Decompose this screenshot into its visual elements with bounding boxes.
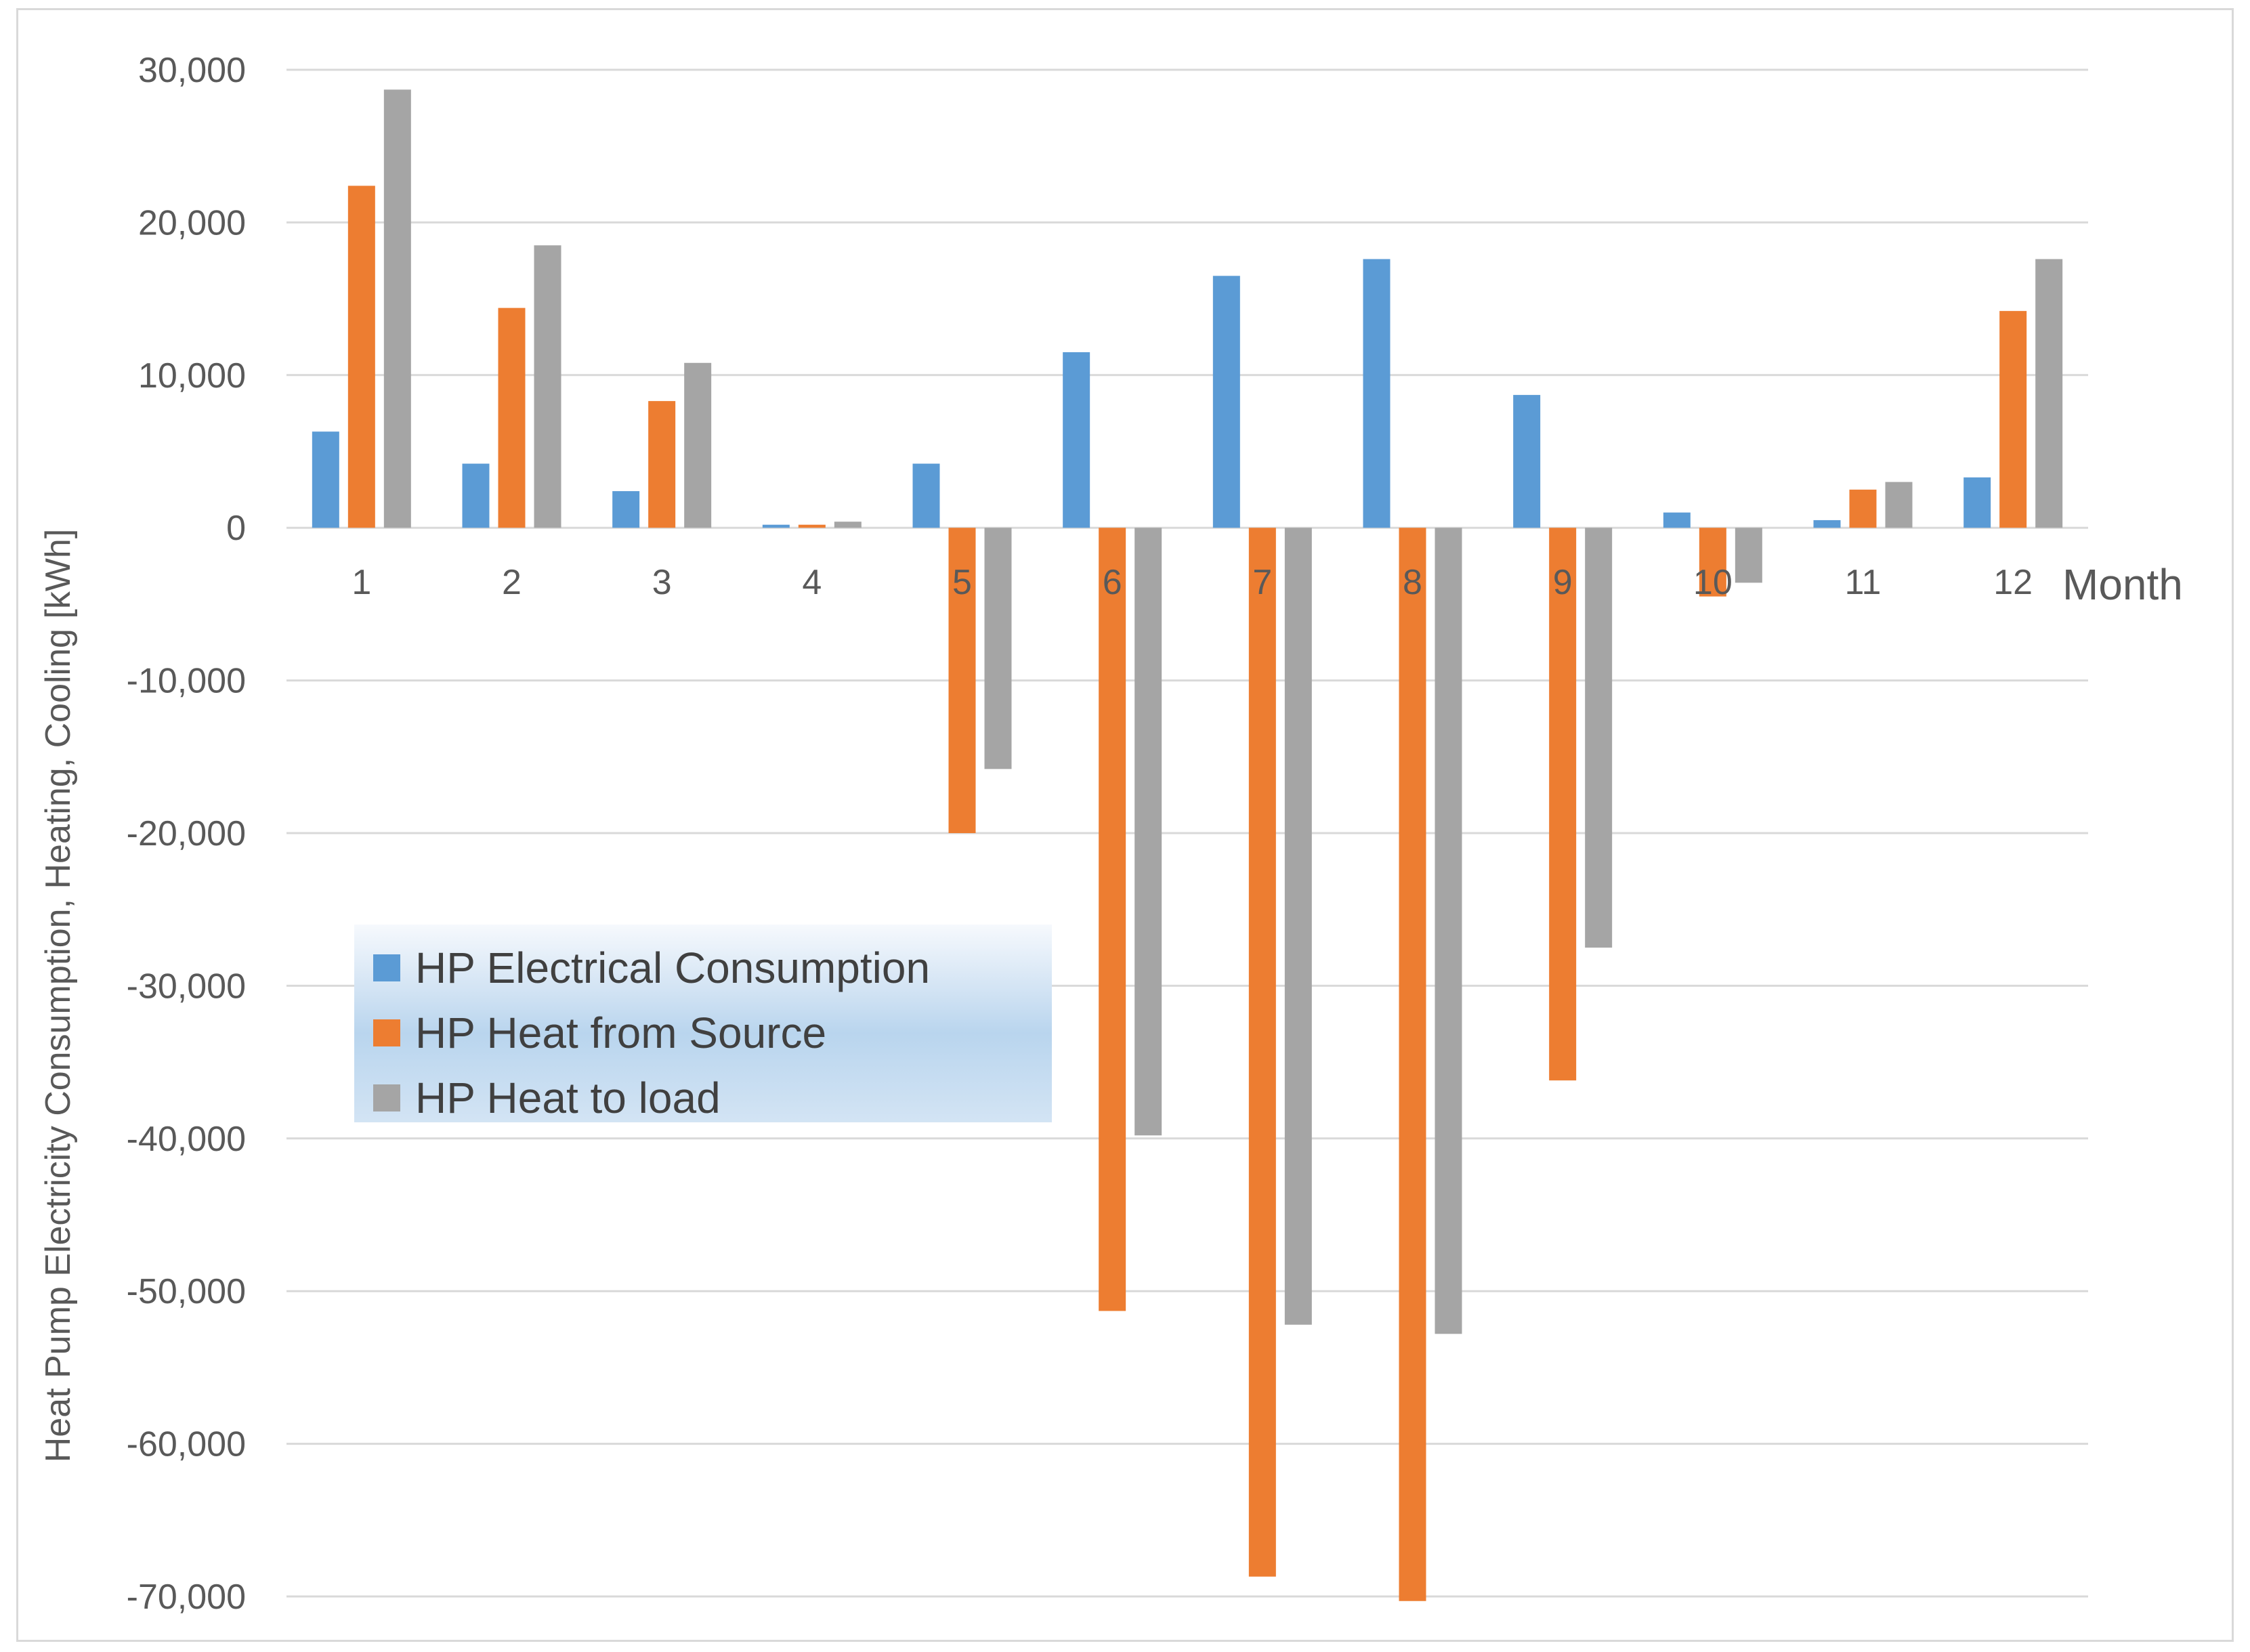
bar-hp-electrical-consumption-month-7 bbox=[1212, 276, 1240, 528]
y-tick-label: 30,000 bbox=[138, 51, 246, 90]
legend-label-source: HP Heat from Source bbox=[415, 1009, 827, 1057]
legend-item-load: HP Heat to load bbox=[373, 1065, 1033, 1130]
legend-item-electrical: HP Electrical Consumption bbox=[373, 935, 1033, 1000]
bar-hp-heat-to-load-month-1 bbox=[383, 89, 411, 528]
bar-hp-heat-to-load-month-6 bbox=[1134, 528, 1162, 1136]
x-tick-label: 2 bbox=[502, 563, 522, 602]
x-tick-label: 7 bbox=[1252, 563, 1272, 602]
bar-hp-electrical-consumption-month-1 bbox=[312, 431, 339, 528]
bar-hp-heat-to-load-month-3 bbox=[684, 362, 712, 528]
y-tick-label: -40,000 bbox=[127, 1120, 246, 1159]
y-tick-label: -50,000 bbox=[127, 1272, 246, 1311]
x-tick-label: 4 bbox=[802, 563, 822, 602]
legend-label-electrical: HP Electrical Consumption bbox=[415, 944, 931, 992]
y-tick-label: 20,000 bbox=[138, 203, 246, 242]
legend-item-source: HP Heat from Source bbox=[373, 1000, 1033, 1065]
x-tick-label: 11 bbox=[1845, 563, 1882, 602]
y-axis-ticks: 30,000 20,000 10,000 0 -10,000 -20,000 -30,000… bbox=[127, 51, 246, 1617]
bar-series bbox=[312, 89, 2063, 1601]
chart-frame: 30,000 20,000 10,000 0 -10,000 -20,000 -30,000… bbox=[16, 8, 2234, 1642]
bar-hp-heat-from-source-month-8 bbox=[1399, 528, 1426, 1601]
y-axis-title: Heat Pump Electricity Consumption, Heati… bbox=[39, 529, 78, 1463]
bar-hp-heat-to-load-month-7 bbox=[1284, 528, 1312, 1325]
x-axis-ticks: 1 2 3 4 5 6 7 8 9 10 11 12 bbox=[352, 563, 2033, 602]
bar-hp-heat-to-load-month-9 bbox=[1585, 528, 1613, 948]
bar-hp-heat-from-source-month-6 bbox=[1099, 528, 1126, 1311]
bar-hp-electrical-consumption-month-12 bbox=[1964, 477, 1991, 528]
x-axis-title: Month bbox=[2062, 560, 2183, 609]
legend-swatch-load bbox=[373, 1084, 400, 1111]
bar-hp-heat-to-load-month-4 bbox=[834, 522, 862, 528]
y-tick-label: 10,000 bbox=[138, 356, 246, 396]
bar-hp-electrical-consumption-month-9 bbox=[1513, 395, 1541, 528]
bar-hp-heat-from-source-month-7 bbox=[1248, 528, 1276, 1577]
y-tick-label: -10,000 bbox=[127, 662, 246, 701]
bar-hp-heat-from-source-month-10 bbox=[1699, 528, 1726, 597]
y-tick-label: -70,000 bbox=[127, 1577, 246, 1617]
bar-hp-heat-to-load-month-5 bbox=[984, 528, 1012, 769]
y-tick-label: -30,000 bbox=[127, 967, 246, 1006]
bar-hp-heat-from-source-month-12 bbox=[1999, 311, 2027, 528]
bar-hp-electrical-consumption-month-3 bbox=[612, 491, 640, 528]
bar-hp-electrical-consumption-month-8 bbox=[1363, 259, 1391, 528]
bar-hp-electrical-consumption-month-5 bbox=[912, 463, 940, 528]
bar-hp-heat-to-load-month-8 bbox=[1435, 528, 1462, 1334]
bar-hp-electrical-consumption-month-2 bbox=[462, 463, 490, 528]
bar-hp-heat-from-source-month-9 bbox=[1549, 528, 1577, 1081]
bar-hp-heat-to-load-month-2 bbox=[534, 245, 561, 528]
legend-swatch-source bbox=[373, 1019, 400, 1046]
bar-hp-heat-from-source-month-4 bbox=[798, 524, 826, 528]
bar-hp-heat-to-load-month-12 bbox=[2035, 259, 2063, 528]
bar-hp-heat-from-source-month-1 bbox=[347, 186, 375, 528]
x-tick-label: 12 bbox=[1993, 563, 2033, 602]
bar-hp-heat-from-source-month-11 bbox=[1849, 489, 1877, 528]
x-tick-label: 6 bbox=[1103, 563, 1122, 602]
y-tick-label: -20,000 bbox=[127, 814, 246, 853]
y-tick-label: -60,000 bbox=[127, 1425, 246, 1464]
bar-chart: 30,000 20,000 10,000 0 -10,000 -20,000 -30,000… bbox=[39, 51, 2183, 1617]
x-tick-label: 3 bbox=[652, 563, 672, 602]
bar-hp-heat-to-load-month-10 bbox=[1735, 528, 1762, 583]
bar-hp-heat-to-load-month-11 bbox=[1885, 482, 1913, 528]
bar-hp-electrical-consumption-month-4 bbox=[762, 524, 790, 528]
bar-hp-electrical-consumption-month-6 bbox=[1063, 352, 1090, 528]
bar-hp-electrical-consumption-month-11 bbox=[1813, 520, 1841, 528]
chart-legend: HP Electrical Consumption HP Heat from S… bbox=[354, 925, 1052, 1122]
x-tick-label: 5 bbox=[952, 563, 972, 602]
x-tick-label: 9 bbox=[1553, 563, 1573, 602]
legend-label-load: HP Heat to load bbox=[415, 1074, 721, 1122]
x-tick-label: 10 bbox=[1693, 563, 1733, 602]
bar-hp-heat-from-source-month-5 bbox=[948, 528, 976, 833]
bar-hp-electrical-consumption-month-10 bbox=[1663, 512, 1691, 528]
legend-swatch-electrical bbox=[373, 954, 400, 981]
x-tick-label: 8 bbox=[1403, 563, 1422, 602]
bar-hp-heat-from-source-month-2 bbox=[498, 308, 526, 528]
y-tick-label: 0 bbox=[226, 509, 246, 548]
x-tick-label: 1 bbox=[352, 563, 371, 602]
bar-hp-heat-from-source-month-3 bbox=[648, 401, 676, 528]
